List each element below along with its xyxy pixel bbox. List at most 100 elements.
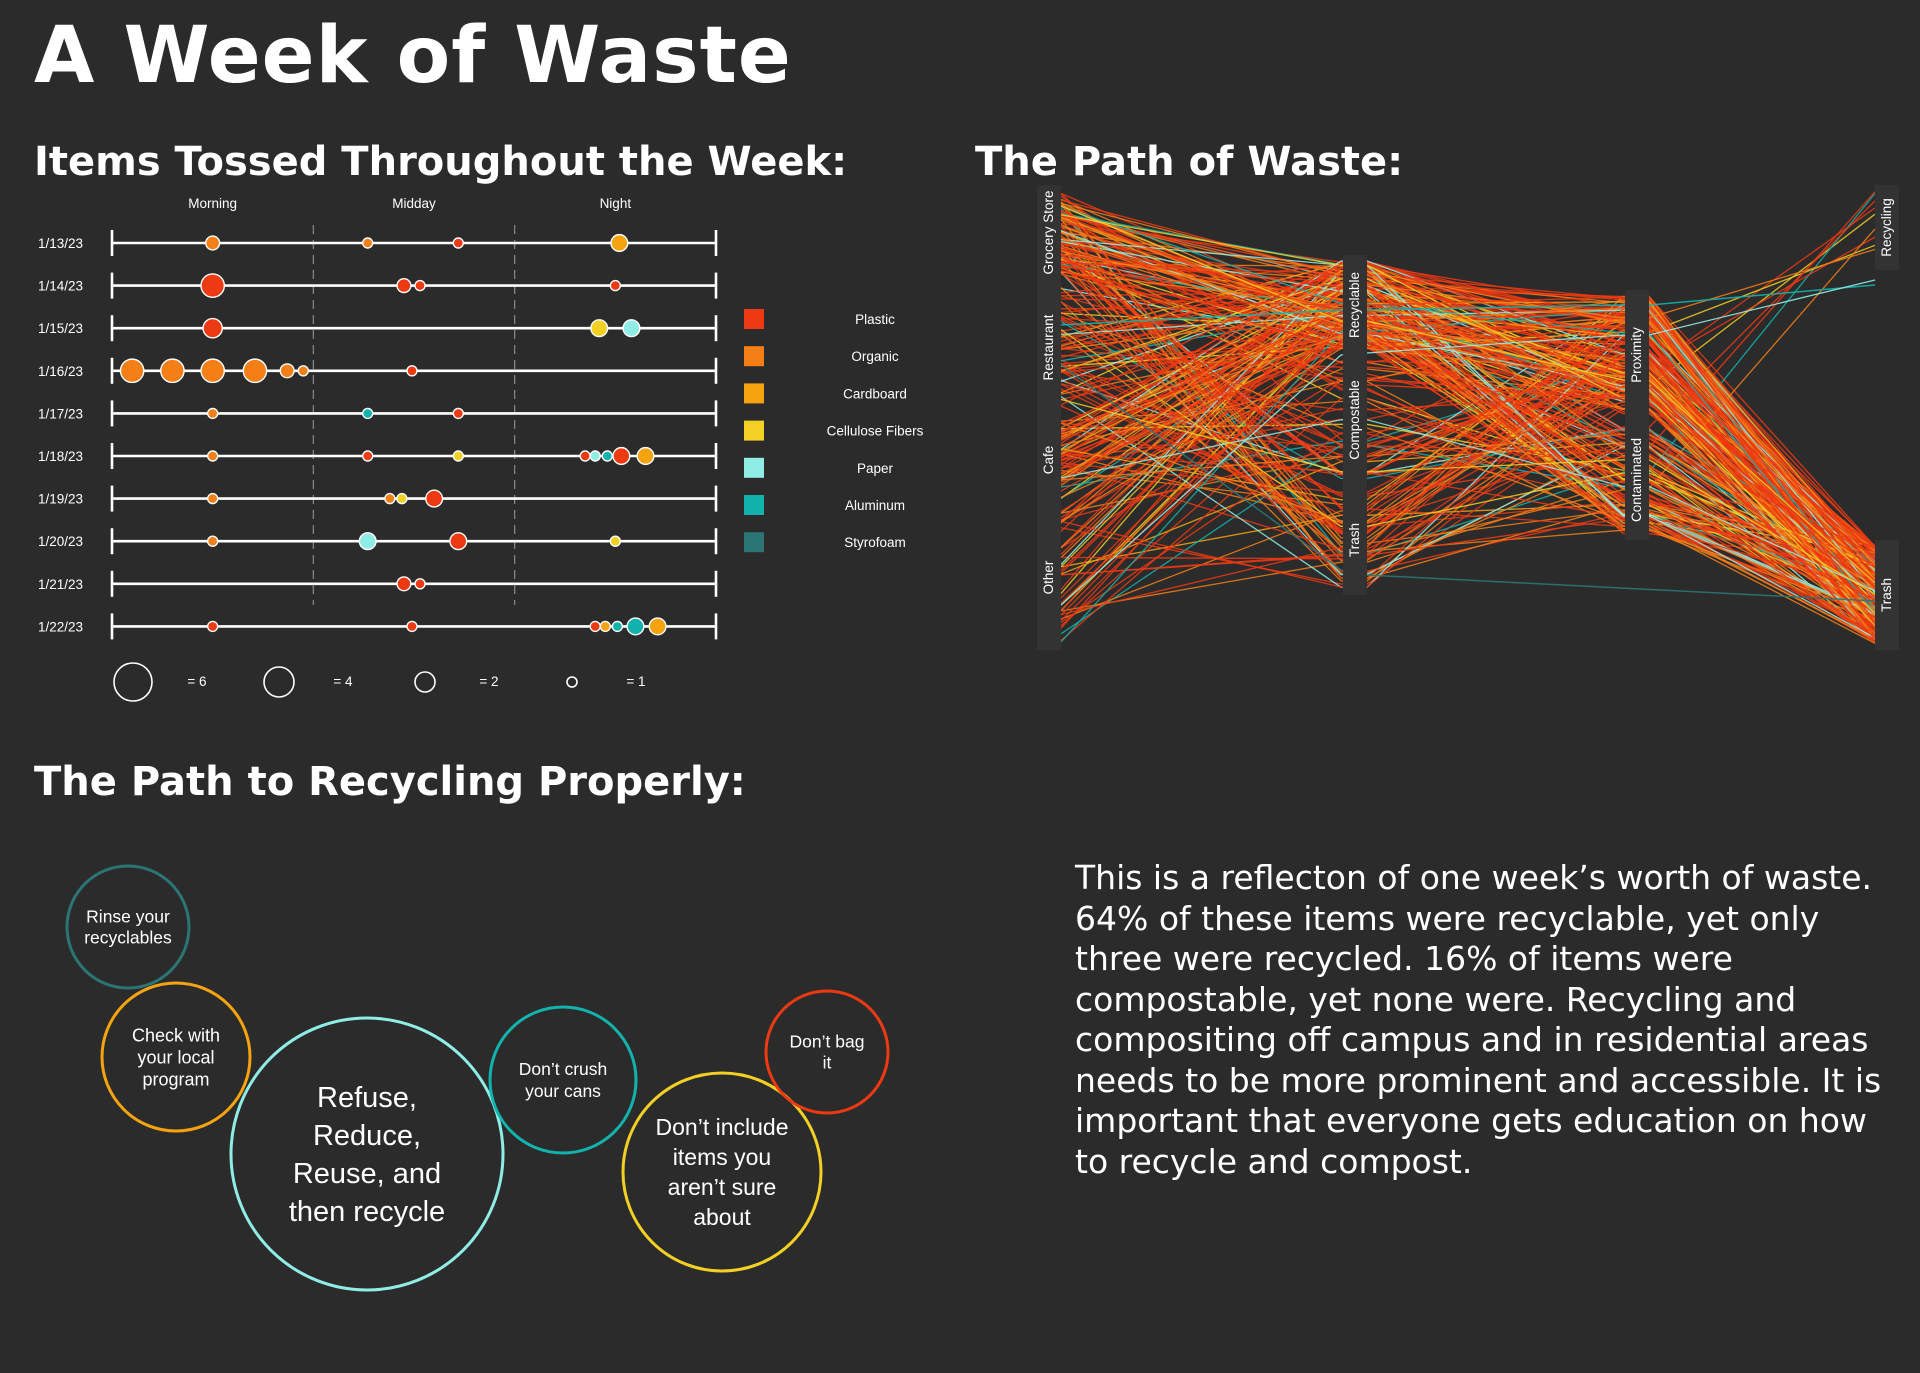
item-bubble [279,363,295,379]
size-legend-circle [414,671,436,693]
flow-line [1060,271,1876,616]
item-bubble [396,576,412,592]
flow-line [1060,375,1876,622]
axis-category-label: Proximity [1629,327,1644,383]
size-legend-circle [113,662,153,702]
date-label: 1/20/23 [38,534,83,549]
axis-bar [1875,185,1899,270]
legend-label: Cellulose Fibers [827,424,924,439]
flow-line [1060,313,1876,601]
tip-text: Rinse your recyclables [84,907,172,948]
flow-line [1060,344,1876,628]
size-legend-label: = 4 [333,674,353,689]
flow-line [1060,321,1876,557]
flow-line [1060,317,1876,601]
item-bubble [589,620,601,633]
flow-line [1060,257,1876,588]
axis-category-label: Contaminated [1629,438,1644,522]
legend-swatch [744,457,764,478]
flow-line [1060,238,1876,639]
axis-bar [1037,505,1061,650]
item-bubble [611,620,624,633]
axis-bar [1625,420,1649,540]
date-label: 1/21/23 [38,577,83,592]
item-bubble [590,319,609,338]
item-bubble [452,237,464,249]
legend-swatch [744,346,764,367]
time-label: Morning [188,196,237,211]
flow-line [1060,332,1876,618]
tip-circle [764,989,890,1115]
item-bubble [384,492,396,505]
tip-text: Check with your local program [132,1025,220,1089]
item-bubble [358,532,377,551]
legend-label: Paper [857,461,894,476]
page-title: A Week of Waste [34,11,792,101]
axis-bar [1343,355,1367,485]
item-bubble [414,279,426,292]
legend-label: Aluminum [845,498,905,513]
item-bubble [406,620,418,633]
flow-line [1060,309,1876,594]
axis-bar [1343,255,1367,355]
axis-category-label: Cafe [1041,446,1056,475]
item-bubble [452,450,464,462]
legend-swatch [744,532,764,553]
legend-label: Plastic [855,312,895,327]
flow-line [1060,301,1876,566]
size-legend-circle [263,666,295,698]
flow-axes: Grocery Store Restaurant Cafe Other Recyclab… [1037,185,1899,650]
item-bubble [425,489,444,508]
item-bubble [589,450,601,462]
axis-bar [1875,540,1899,650]
legend-swatch [744,420,764,441]
legend-label: Styrofoam [844,535,906,550]
flow-line [1060,273,1876,600]
time-label: Midday [392,196,436,211]
flow-line [1060,273,1876,604]
flow-line [1060,243,1876,607]
axis-bar [1037,185,1061,280]
tip-text: Don’t crush your cans [519,1059,608,1101]
axis-category-label: Recycling [1879,198,1894,257]
item-bubble [206,535,219,547]
axis-category-label: Compostable [1347,380,1362,460]
item-bubble [610,233,629,253]
item-bubble [449,532,468,551]
item-bubble [612,446,631,466]
axis-bar [1037,415,1061,505]
tip-circle [621,1071,823,1273]
item-bubble [242,358,268,384]
flow-line [1060,301,1876,640]
flow-line [1060,296,1876,623]
tip-text: Don’t include items you aren’t sure about [656,1114,789,1230]
flow-line [1060,328,1876,567]
legend-swatch [744,383,764,404]
item-bubble [609,535,622,547]
item-bubble [206,492,219,505]
item-bubble [406,365,418,377]
date-label: 1/17/23 [38,406,83,421]
flow-line [1060,284,1876,326]
item-bubble [205,235,221,251]
flow-lines [1060,191,1876,644]
date-label: 1/18/23 [38,449,83,464]
tip-circle [229,1016,505,1292]
item-bubble [119,358,145,384]
flow-line [1060,205,1876,584]
item-bubble [202,317,223,339]
item-bubble [452,407,464,420]
axis-category-label: Recyclable [1347,272,1362,338]
legend-label: Organic [851,349,899,364]
item-bubble [414,578,426,590]
recycling-properly-title: The Path to Recycling Properly: [34,759,746,805]
item-bubble [579,450,591,462]
flow-line [1060,237,1876,626]
size-legend-circle [566,676,578,688]
flow-line [1060,362,1876,550]
axis-bar [1625,290,1649,420]
date-label: 1/16/23 [38,364,83,379]
flow-line [1060,199,1876,564]
flow-line [1060,419,1876,592]
flow-line [1060,214,1876,614]
